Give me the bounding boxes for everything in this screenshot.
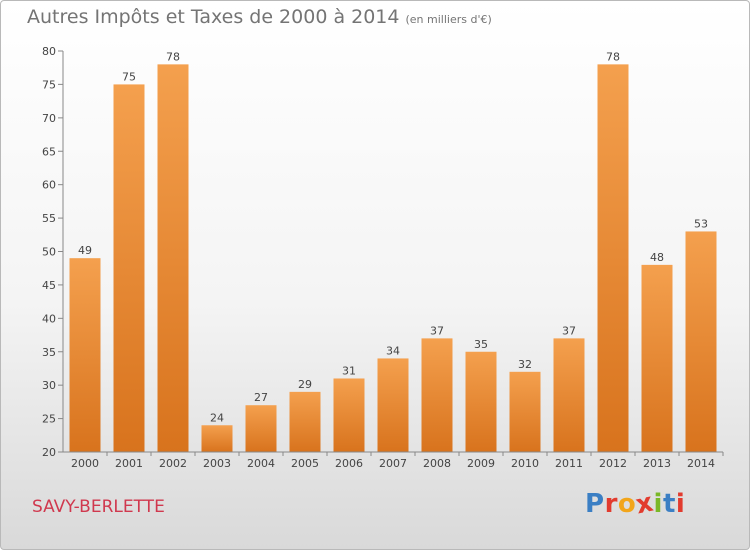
bar-value-label: 32 xyxy=(518,358,532,371)
bar-value-label: 37 xyxy=(430,324,444,337)
proxiti-logo: Proxiti xyxy=(585,488,686,521)
x-tick-label: 2011 xyxy=(555,457,583,470)
bar-value-label: 78 xyxy=(166,50,180,63)
bar-2009 xyxy=(465,351,497,452)
bar-value-label: 48 xyxy=(650,251,664,264)
logo-letter: t xyxy=(662,489,676,519)
bar-2012 xyxy=(597,64,629,452)
x-tick-label: 2013 xyxy=(643,457,671,470)
bar-2010 xyxy=(509,371,541,452)
x-tick-label: 2003 xyxy=(203,457,231,470)
y-tick-label: 40 xyxy=(42,312,56,325)
bar-2006 xyxy=(333,378,365,452)
x-tick-label: 2001 xyxy=(115,457,143,470)
bar-2014 xyxy=(685,231,717,452)
x-tick-label: 2007 xyxy=(379,457,407,470)
bar-value-label: 49 xyxy=(78,244,92,257)
y-tick-label: 55 xyxy=(42,212,56,225)
y-tick-label: 50 xyxy=(42,246,56,259)
logo-letter: i xyxy=(653,489,663,519)
y-tick-label: 35 xyxy=(42,346,56,359)
bar-2008 xyxy=(421,338,453,452)
y-tick-label: 30 xyxy=(42,379,56,392)
chart-title-unit: (en milliers d'€) xyxy=(405,13,492,26)
bar-2003 xyxy=(201,425,233,452)
y-tick-label: 80 xyxy=(42,45,56,58)
y-tick-label: 75 xyxy=(42,78,56,91)
y-tick-label: 65 xyxy=(42,145,56,158)
bar-value-label: 34 xyxy=(386,344,400,357)
bar-2005 xyxy=(289,391,321,452)
y-tick-label: 60 xyxy=(42,179,56,192)
bar-value-label: 35 xyxy=(474,338,488,351)
commune-name: SAVY-BERLETTE xyxy=(32,497,165,517)
chart-title: Autres Impôts et Taxes de 2000 à 2014 (en… xyxy=(27,6,492,28)
bar-value-label: 37 xyxy=(562,324,576,337)
x-tick-label: 2004 xyxy=(247,457,275,470)
logo-letter: r xyxy=(604,489,618,519)
x-tick-label: 2014 xyxy=(687,457,715,470)
x-tick-label: 2002 xyxy=(159,457,187,470)
x-tick-label: 2008 xyxy=(423,457,451,470)
x-tick-label: 2005 xyxy=(291,457,319,470)
x-tick-label: 2000 xyxy=(71,457,99,470)
bar-value-label: 31 xyxy=(342,364,356,377)
logo-letter: o xyxy=(617,489,637,519)
logo-letter: i xyxy=(675,489,686,519)
bar-2000 xyxy=(69,258,101,452)
logo-letter: P xyxy=(585,489,605,519)
x-tick-label: 2006 xyxy=(335,457,363,470)
bar-2002 xyxy=(157,64,189,452)
x-tick-label: 2010 xyxy=(511,457,539,470)
bar-value-label: 29 xyxy=(298,378,312,391)
y-tick-label: 70 xyxy=(42,112,56,125)
bar-2013 xyxy=(641,264,673,452)
y-tick-label: 25 xyxy=(42,413,56,426)
bar-2011 xyxy=(553,338,585,452)
bar-2007 xyxy=(377,358,409,452)
x-tick-label: 2012 xyxy=(599,457,627,470)
bar-value-label: 27 xyxy=(254,391,268,404)
bar-value-label: 24 xyxy=(210,411,224,424)
bar-value-label: 78 xyxy=(606,50,620,63)
y-tick-label: 45 xyxy=(42,279,56,292)
y-tick-label: 20 xyxy=(42,446,56,459)
bar-2004 xyxy=(245,405,277,452)
chart-title-text: Autres Impôts et Taxes de 2000 à 2014 xyxy=(27,6,400,28)
bar-2001 xyxy=(113,84,145,453)
bar-value-label: 75 xyxy=(122,70,136,83)
x-tick-label: 2009 xyxy=(467,457,495,470)
bar-value-label: 53 xyxy=(694,217,708,230)
